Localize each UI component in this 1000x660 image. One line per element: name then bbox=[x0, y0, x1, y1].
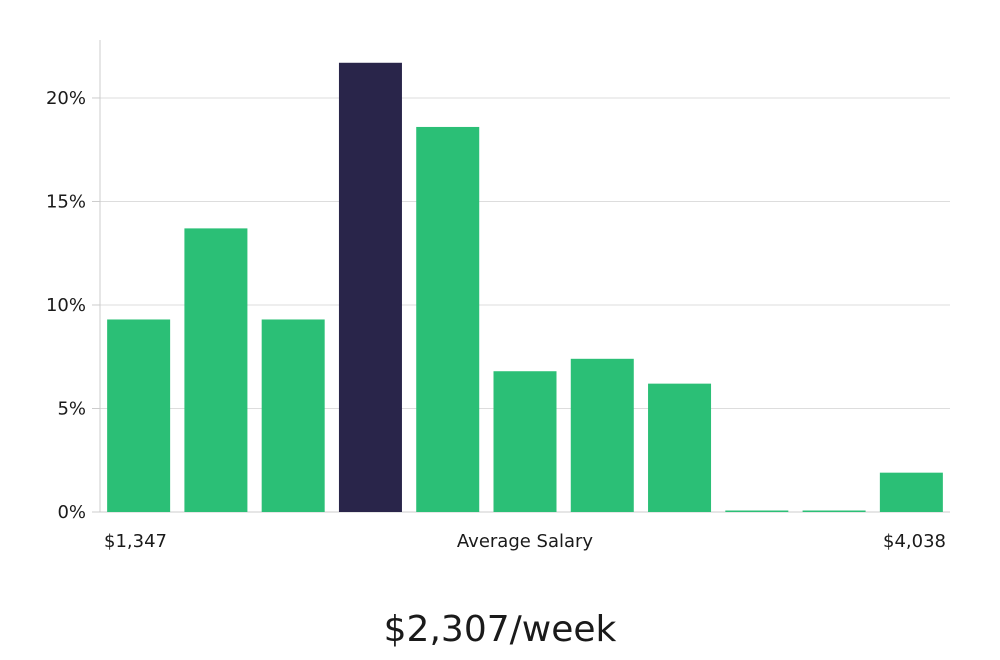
bar bbox=[493, 371, 557, 512]
bars bbox=[107, 62, 943, 513]
bar bbox=[107, 319, 171, 512]
y-tick-label: 20% bbox=[46, 88, 86, 109]
y-tick-labels: 0% 5% 10% 15% 20% bbox=[46, 88, 100, 523]
y-tick-label: 0% bbox=[57, 502, 86, 523]
bar bbox=[648, 383, 712, 512]
bar bbox=[570, 358, 634, 512]
x-min-label: $1,347 bbox=[104, 531, 167, 552]
bar bbox=[416, 126, 480, 513]
y-tick-label: 5% bbox=[57, 398, 86, 419]
x-max-label: $4,038 bbox=[883, 531, 946, 552]
salary-histogram: 0% 5% 10% 15% 20% $1,347 Average Salary $4,0… bbox=[46, 40, 950, 552]
x-axis-title: Average Salary bbox=[457, 531, 594, 552]
y-tick-label: 10% bbox=[46, 295, 86, 316]
bar bbox=[879, 472, 943, 512]
bar bbox=[802, 510, 866, 512]
bar-highlighted bbox=[338, 62, 402, 512]
bar bbox=[725, 510, 789, 512]
bar bbox=[184, 228, 248, 512]
x-axis-labels: $1,347 Average Salary $4,038 bbox=[104, 531, 946, 552]
y-tick-label: 15% bbox=[46, 191, 86, 212]
bar bbox=[261, 319, 325, 512]
average-salary-headline: $2,307/week bbox=[383, 609, 617, 650]
